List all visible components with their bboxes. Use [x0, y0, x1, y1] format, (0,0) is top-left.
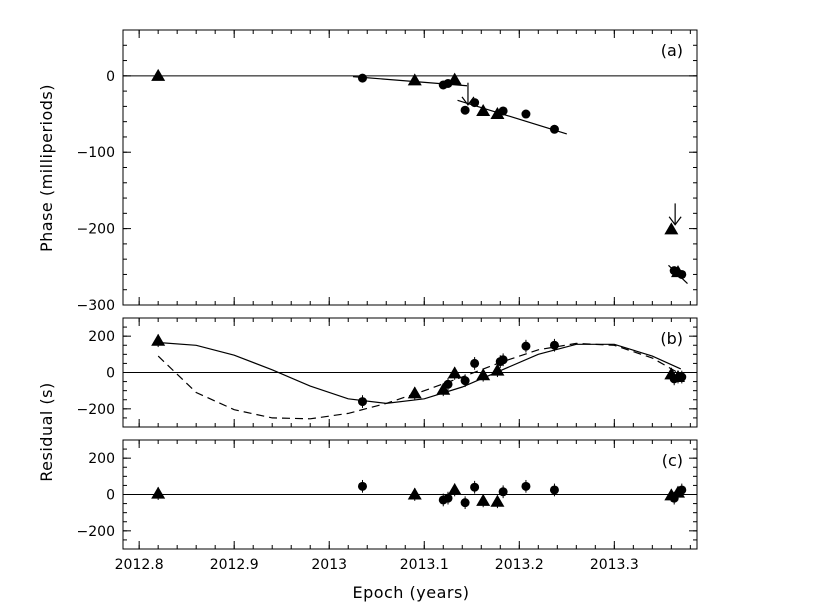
circle-point: [498, 355, 508, 365]
arrow-head: [668, 216, 682, 226]
triangle-point: [151, 68, 166, 81]
circle-point: [669, 493, 679, 503]
circle-point: [498, 106, 508, 116]
x-tick-label: 2013.3: [590, 557, 639, 573]
triangle-point: [436, 382, 451, 395]
y-tick-label: 200: [88, 451, 115, 467]
y-axis-label-residual: Residual (s): [37, 382, 56, 481]
circle-point: [460, 376, 470, 386]
circle-point: [443, 78, 453, 88]
dashed-model-curve: [157, 342, 682, 420]
circle-point: [460, 498, 470, 508]
circle-point: [357, 397, 367, 407]
y-tick-label: 200: [88, 329, 115, 345]
circle-point: [521, 481, 531, 491]
y-tick-label: 0: [106, 69, 115, 85]
circle-point: [669, 266, 679, 276]
circle-point: [677, 485, 687, 495]
circle-point: [357, 481, 367, 491]
y-tick-label: 0: [106, 366, 115, 382]
panel-label: (a): [661, 41, 683, 60]
circle-point: [549, 485, 559, 495]
x-tick-label: 2013.1: [400, 557, 449, 573]
circle-point: [669, 374, 679, 384]
triangle-point: [407, 386, 422, 399]
y-tick-label: −200: [77, 524, 115, 540]
panel-label: (c): [662, 451, 683, 470]
triangle-point: [476, 493, 491, 506]
triangle-point: [490, 494, 505, 507]
triangle-point: [407, 73, 422, 86]
circle-point: [549, 124, 559, 134]
circle-point: [521, 341, 531, 351]
triangle-point: [151, 333, 166, 346]
x-tick-label: 2012.8: [115, 557, 164, 573]
circle-point: [357, 73, 367, 83]
y-axis-label-phase: Phase (milliperiods): [37, 84, 56, 252]
x-tick-label: 2013.2: [495, 557, 544, 573]
circle-point: [470, 482, 480, 492]
x-axis-label: Epoch (years): [352, 583, 469, 602]
y-tick-label: 0: [106, 488, 115, 504]
circle-point: [521, 109, 531, 119]
circle-point: [470, 98, 480, 108]
circle-point: [549, 340, 559, 350]
panel-label: (b): [660, 329, 683, 348]
y-tick-label: −200: [77, 402, 115, 418]
x-tick-label: 2013: [311, 557, 347, 573]
y-tick-label: −300: [77, 298, 115, 314]
triangle-point: [447, 482, 462, 495]
circle-point: [677, 269, 687, 279]
circle-point: [443, 493, 453, 503]
triangle-point: [151, 486, 166, 499]
x-tick-label: 2012.9: [210, 557, 259, 573]
triangle-point: [407, 487, 422, 500]
triangle-point: [476, 103, 491, 116]
circle-point: [677, 372, 687, 382]
panel-b: 200 0 −200 (b): [77, 317, 698, 428]
circle-point: [498, 487, 508, 497]
triangle-point: [447, 366, 462, 379]
circle-point: [443, 379, 453, 389]
y-tick-label: −100: [77, 145, 115, 161]
triangle-point: [476, 368, 491, 381]
circle-point: [460, 105, 470, 115]
circle-point: [470, 358, 480, 368]
y-tick-label: −200: [77, 222, 115, 238]
triangle-point: [664, 222, 679, 235]
triangle-point: [490, 107, 505, 120]
plot-frame: [122, 29, 698, 306]
triangle-point: [490, 363, 505, 376]
panel-c: 2012.8 2012.9 2013 2013.1 2013.2 2013.3 200 0 −2…: [77, 439, 698, 573]
panel-a: 0 −100 −200 −300 (a): [77, 29, 698, 314]
